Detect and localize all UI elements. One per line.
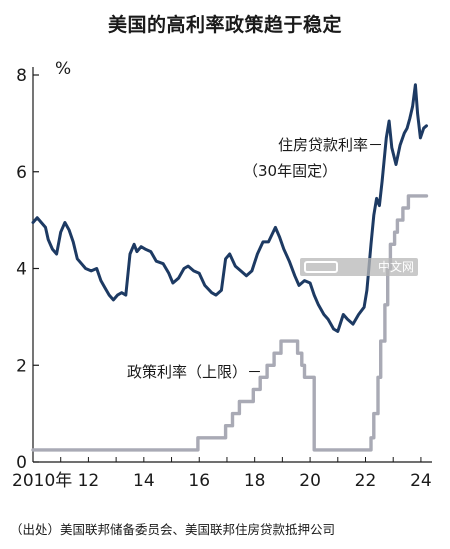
x-tick-label-2012: 12 — [78, 471, 100, 491]
annotation-mortgage-line1: 住房贷款利率－ — [278, 136, 383, 154]
annotation-mortgage-line2: （30年固定） — [243, 162, 337, 180]
x-tick-label-2010: 2010年 — [12, 471, 72, 491]
x-tick-label-2024: 24 — [410, 471, 432, 491]
watermark: 中文网 — [300, 258, 418, 276]
x-tick-label-2016: 16 — [188, 471, 210, 491]
y-tick-label-2: 2 — [16, 356, 27, 376]
y-tick-label-4: 4 — [16, 260, 27, 280]
series-line-0 — [31, 83, 428, 333]
x-tick-label-2020: 20 — [299, 471, 321, 491]
annotation-policy-rate: 政策利率（上限）－ — [127, 363, 262, 381]
y-tick-label-6: 6 — [16, 163, 27, 183]
y-tick-label-0: 0 — [16, 453, 27, 473]
chart-title: 美国的高利率政策趋于稳定 — [107, 14, 342, 36]
series-line-1 — [31, 194, 429, 452]
x-tick-label-2018: 18 — [244, 471, 266, 491]
watermark-logo-icon — [304, 261, 338, 273]
x-tick-label-2022: 22 — [355, 471, 377, 491]
source-note: （出处）美国联邦储备委员会、美国联邦住房贷款抵押公司 — [10, 522, 336, 537]
x-tick-label-2014: 14 — [133, 471, 155, 491]
y-unit-label: % — [55, 59, 71, 79]
y-tick-label-8: 8 — [16, 66, 27, 86]
watermark-text: 中文网 — [377, 260, 414, 274]
